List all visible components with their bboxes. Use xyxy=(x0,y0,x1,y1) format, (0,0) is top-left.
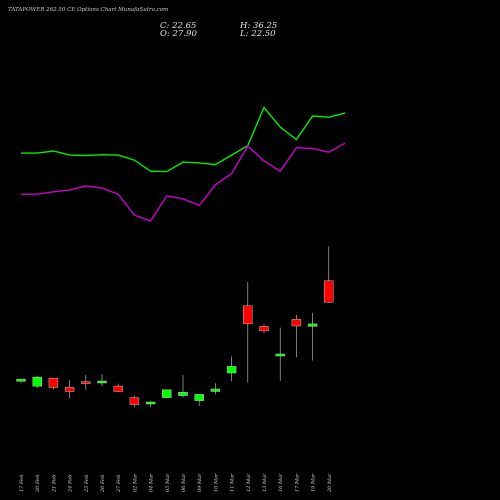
candle-up xyxy=(32,376,42,387)
candle-down xyxy=(291,319,302,327)
candle-down xyxy=(259,326,269,332)
upper-band-line xyxy=(21,106,346,173)
candle-down xyxy=(81,381,91,384)
x-tick-label: 17 Feb xyxy=(19,475,25,492)
x-tick-label: 12 Mar xyxy=(246,473,252,492)
x-tick-label: 25 Feb xyxy=(84,475,90,493)
x-tick-label: 13 Mar xyxy=(262,473,268,492)
candle-up xyxy=(162,389,172,398)
candle-down xyxy=(113,385,123,392)
candle-down xyxy=(64,387,75,392)
x-tick-label: 17 Mar xyxy=(294,473,300,492)
close-value: C: 22.65 xyxy=(160,21,197,31)
x-tick-label: 26 Feb xyxy=(100,475,106,493)
x-tick-label: 06 Mar xyxy=(181,473,187,492)
x-tick-label: 05 Mar xyxy=(165,473,171,492)
open-value: O: 27.90 xyxy=(160,29,197,39)
candle-down xyxy=(48,378,59,388)
chart-title: TATAPOWER 262.50 CE Options Chart Munafa… xyxy=(8,7,169,13)
candle-up xyxy=(194,394,204,401)
x-tick-label: 20 Mar xyxy=(327,473,333,493)
candle-up xyxy=(97,380,107,384)
candle-up xyxy=(275,353,285,357)
x-tick-label: 16 Mar xyxy=(278,473,284,492)
high-value: H: 36.25 xyxy=(240,21,278,31)
candle-up xyxy=(16,378,26,382)
candle-up xyxy=(226,366,237,374)
x-tick-label: 19 Mar xyxy=(311,473,317,492)
candle-up xyxy=(210,388,221,392)
x-tick-label: 02 Mar xyxy=(132,473,138,492)
x-tick-label: 04 Mar xyxy=(149,473,155,492)
x-tick-label: 09 Mar xyxy=(197,473,203,492)
candle-down xyxy=(324,280,334,303)
x-tick-label: 10 Mar xyxy=(213,473,219,492)
x-tick-label: 11 Mar xyxy=(230,473,236,492)
candle-down xyxy=(129,397,140,405)
candle-up xyxy=(145,401,156,405)
lower-band-line xyxy=(21,142,346,222)
x-tick-label: 21 Feb xyxy=(51,475,57,493)
candle-up xyxy=(307,323,318,327)
candle-down xyxy=(243,305,253,325)
x-tick-label: 24 Feb xyxy=(68,475,74,493)
x-tick-label: 20 Feb xyxy=(35,475,41,493)
candle-up xyxy=(178,392,188,396)
low-value: L: 22.50 xyxy=(240,29,276,39)
x-tick-label: 27 Feb xyxy=(116,475,122,493)
